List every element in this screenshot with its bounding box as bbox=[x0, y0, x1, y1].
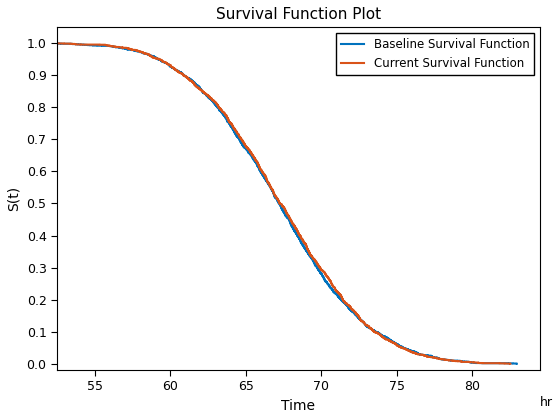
Current Survival Function bbox=[507, 361, 514, 366]
Baseline Survival Function bbox=[166, 63, 172, 68]
Current Survival Function bbox=[270, 190, 277, 195]
Legend: Baseline Survival Function, Current Survival Function: Baseline Survival Function, Current Surv… bbox=[336, 33, 534, 74]
Baseline Survival Function bbox=[334, 293, 341, 298]
X-axis label: Time: Time bbox=[282, 399, 315, 413]
Baseline Survival Function bbox=[221, 113, 228, 118]
Current Survival Function bbox=[327, 278, 334, 284]
Baseline Survival Function bbox=[514, 361, 520, 366]
Current Survival Function bbox=[466, 360, 473, 365]
Current Survival Function bbox=[211, 98, 217, 103]
Baseline Survival Function bbox=[54, 41, 60, 46]
Current Survival Function bbox=[54, 41, 60, 46]
Baseline Survival Function bbox=[223, 118, 230, 123]
Baseline Survival Function bbox=[375, 331, 382, 336]
Current Survival Function bbox=[355, 313, 362, 318]
Text: hr: hr bbox=[540, 396, 553, 409]
Title: Survival Function Plot: Survival Function Plot bbox=[216, 7, 381, 22]
Y-axis label: S(t): S(t) bbox=[7, 186, 21, 211]
Line: Baseline Survival Function: Baseline Survival Function bbox=[57, 43, 517, 364]
Current Survival Function bbox=[396, 344, 403, 349]
Line: Current Survival Function: Current Survival Function bbox=[57, 43, 510, 364]
Baseline Survival Function bbox=[193, 82, 200, 87]
